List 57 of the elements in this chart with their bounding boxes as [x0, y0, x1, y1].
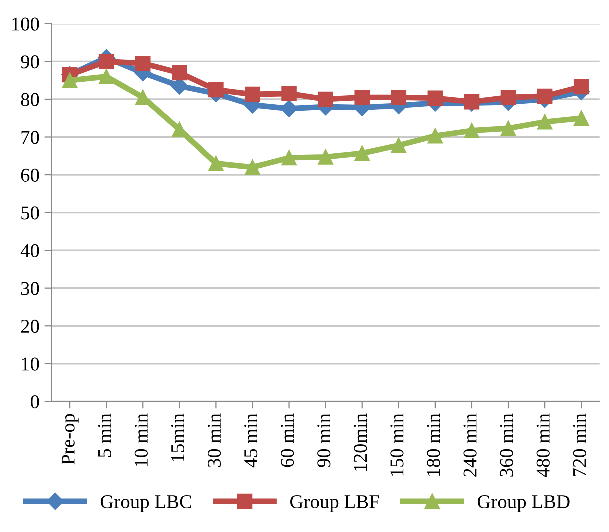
point — [537, 88, 553, 104]
point — [428, 90, 444, 106]
x-tick-label: 5 min — [98, 414, 112, 458]
x-tick-label: 360 min — [500, 414, 514, 477]
point — [391, 138, 407, 154]
point — [500, 120, 516, 136]
point — [318, 150, 334, 165]
y-tick-label: 80 — [21, 93, 40, 106]
point — [428, 128, 444, 144]
point — [208, 82, 224, 98]
point — [574, 110, 590, 126]
point — [354, 146, 370, 162]
point — [500, 90, 516, 106]
x-tick-label: 15min — [171, 414, 185, 462]
point — [282, 150, 297, 166]
x-tick-label: 240 min — [464, 414, 477, 477]
y-tick-label: 40 — [20, 244, 40, 258]
point — [574, 79, 590, 95]
x-tick-label: Pre-op — [62, 414, 79, 465]
y-tick-label: 20 — [21, 320, 40, 334]
point — [391, 90, 407, 106]
x-tick-label: 480 min — [536, 414, 550, 478]
x-tick-label: 180 min — [427, 414, 440, 476]
x-tick-label: 120min — [354, 414, 368, 472]
x-tick-label: 30 min — [208, 414, 222, 468]
x-tick-label: 60 min — [281, 414, 294, 468]
point — [62, 72, 78, 88]
point — [354, 90, 370, 106]
point — [98, 54, 114, 70]
y-tick-label: 0 — [30, 395, 40, 409]
y-tick-label: 70 — [22, 131, 40, 144]
y-tick-label: 30 — [21, 282, 40, 296]
point — [537, 114, 553, 130]
y-tick-label: 90 — [21, 56, 40, 69]
x-tick-label: 150 min — [390, 414, 404, 476]
y-tick-label: 60 — [21, 168, 40, 182]
point — [135, 56, 151, 72]
point — [245, 160, 260, 176]
point — [98, 69, 114, 84]
point — [282, 86, 297, 102]
point — [280, 100, 298, 118]
point — [172, 65, 188, 81]
point — [464, 123, 480, 138]
y-tick-label: 100 — [12, 18, 40, 31]
point — [208, 156, 224, 172]
point — [245, 86, 260, 102]
y-tick-label: 50 — [22, 206, 40, 220]
y-tick-label: 10 — [22, 358, 40, 371]
x-tick-label: 10 min — [134, 414, 148, 466]
point — [464, 94, 480, 110]
legend-label: Group LBD — [478, 495, 570, 512]
x-tick-label: 45 min — [244, 414, 258, 468]
point — [318, 92, 334, 108]
legend-label: Group LBF — [290, 495, 380, 512]
x-tick-label: 90 min — [318, 414, 331, 468]
legend-label: Group LBC — [100, 495, 192, 512]
x-tick-label: 720 min — [573, 414, 586, 476]
